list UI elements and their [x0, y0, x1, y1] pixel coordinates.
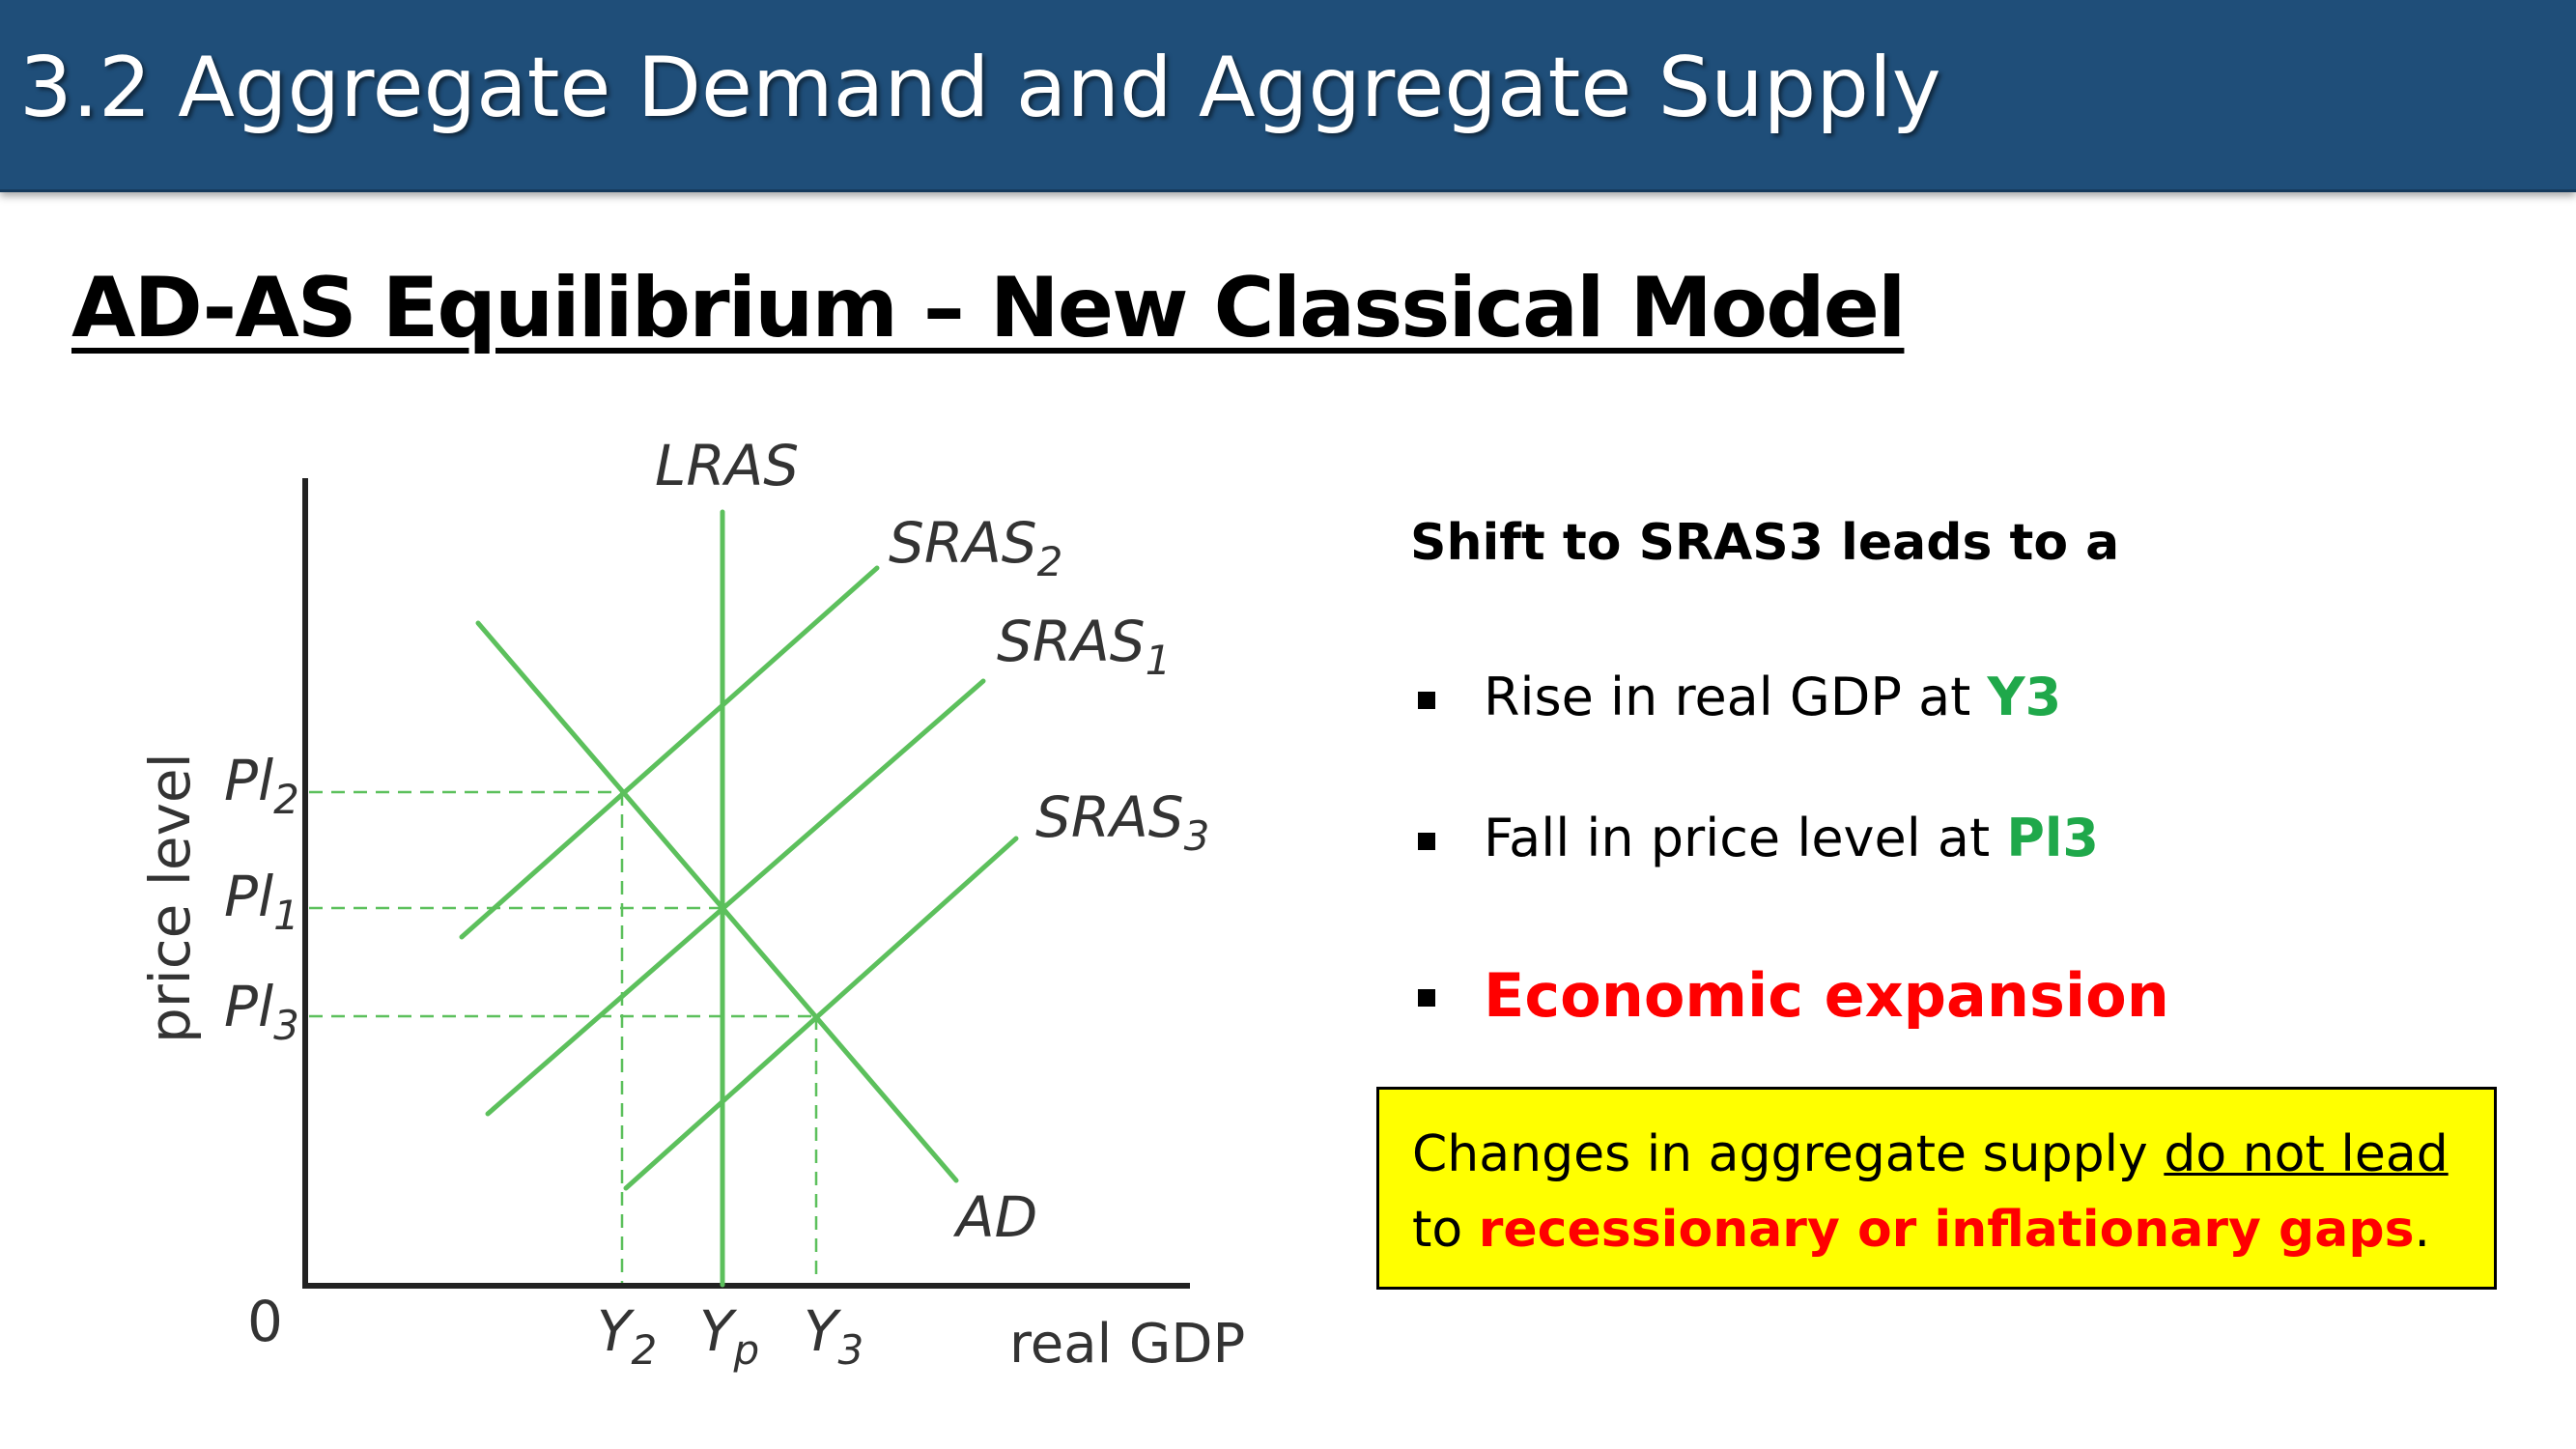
- callout-box: Changes in aggregate supply do not lead …: [1376, 1087, 2497, 1290]
- ad-line: [475, 620, 959, 1183]
- y3-highlight: Y3: [1987, 667, 2062, 727]
- bullet-marker: [1418, 692, 1435, 709]
- sras1-label: SRAS1: [997, 609, 1171, 684]
- bullet-marker: [1418, 833, 1435, 850]
- bullet-marker: [1418, 989, 1435, 1007]
- ad-label: AD: [952, 1184, 1037, 1250]
- sras3-line: [623, 836, 1019, 1191]
- pl2-label: Pl2: [224, 748, 299, 823]
- lras-label: LRAS: [655, 433, 799, 498]
- sras1-line: [485, 678, 986, 1117]
- pl3-label: Pl3: [224, 974, 299, 1049]
- yp-label: Yp: [699, 1298, 759, 1374]
- sras3-label: SRAS3: [1035, 784, 1209, 860]
- header-title: 3.2 Aggregate Demand and Aggregate Suppl…: [19, 40, 1941, 136]
- sras2-line: [459, 565, 880, 940]
- y3-label: Y3: [804, 1298, 863, 1374]
- underlined-phrase: do not lead: [2164, 1125, 2449, 1183]
- x-axis-label: real GDP: [1009, 1313, 1245, 1376]
- origin-label: 0: [247, 1289, 283, 1354]
- pl3-highlight: Pl3: [2006, 808, 2099, 868]
- y-axis-label: price level: [137, 753, 203, 1043]
- sras2-label: SRAS2: [889, 510, 1062, 585]
- gaps-highlight: recessionary or inflationary gaps: [1478, 1201, 2415, 1259]
- shift-heading: Shift to SRAS3 leads to a: [1410, 514, 2120, 572]
- y2-label: Y2: [597, 1298, 657, 1374]
- slide-header: 3.2 Aggregate Demand and Aggregate Suppl…: [0, 0, 2576, 192]
- pl1-label: Pl1: [224, 864, 299, 939]
- slide-title: AD-AS Equilibrium – New Classical Model: [71, 260, 1906, 356]
